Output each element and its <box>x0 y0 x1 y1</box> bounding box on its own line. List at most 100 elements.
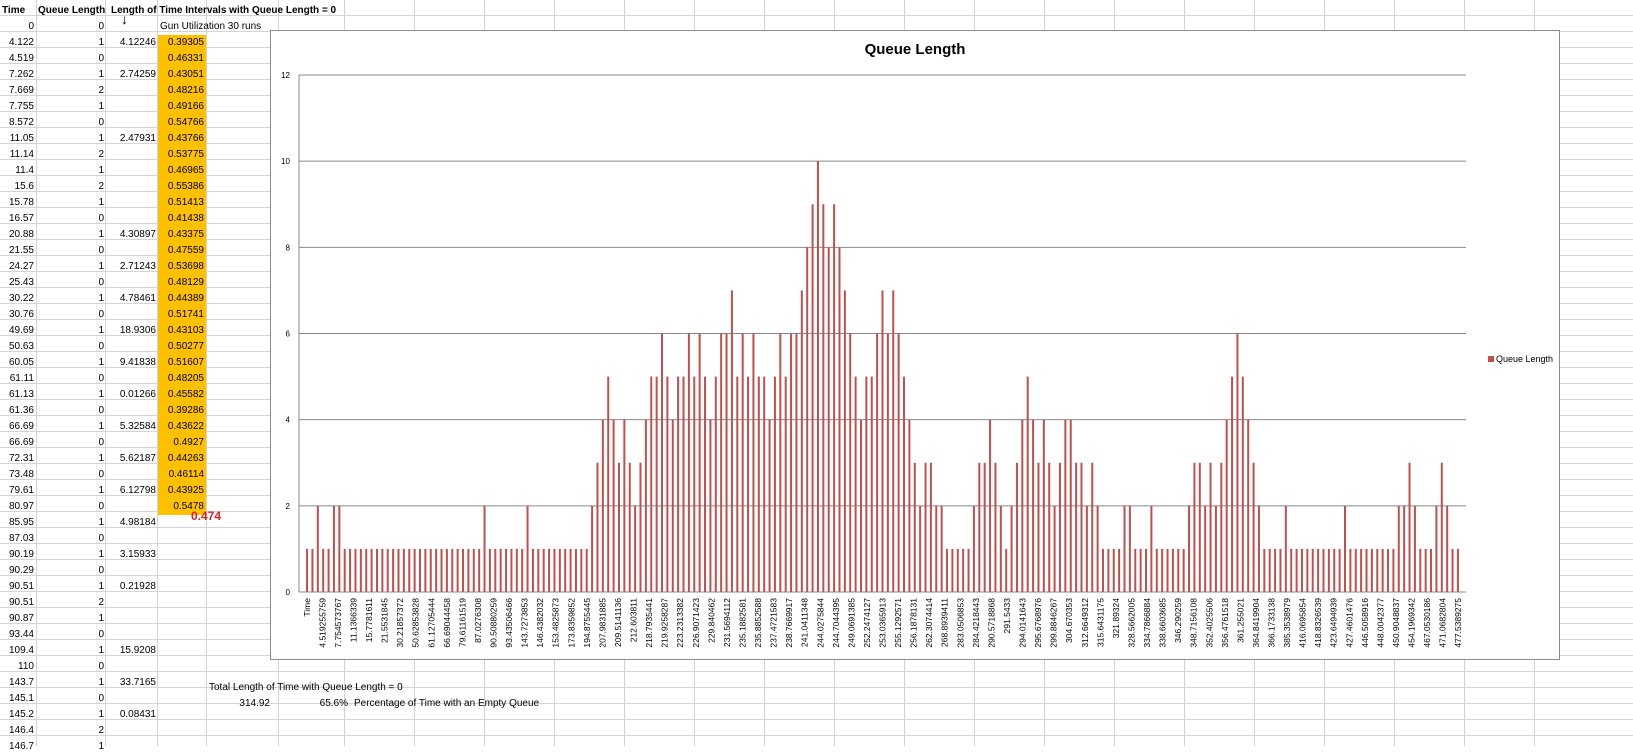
chart-bar <box>1241 376 1244 592</box>
chart-bar <box>1085 505 1088 592</box>
cell-time: 79.61 <box>8 485 34 496</box>
cell-utilization: 0.45582 <box>167 389 204 400</box>
x-tick-label: 477.5389275 <box>1453 598 1463 648</box>
x-tick-label: 328.5662005 <box>1126 598 1136 648</box>
cell-utilization: 0.4927 <box>173 437 204 448</box>
chart-bar <box>381 548 384 592</box>
x-tick-label: 283.0506853 <box>955 598 965 648</box>
chart-bar <box>1343 505 1346 592</box>
cell-interval-length <box>108 195 156 210</box>
chart-bar <box>661 333 664 592</box>
cell-time: 61.36 <box>8 405 34 416</box>
header-interval-length: Length of Time Intervals with Queue Leng… <box>111 5 337 16</box>
x-tick-label: 448.0042377 <box>1375 598 1385 648</box>
cell-interval-length <box>108 435 156 450</box>
chart-bar <box>1069 419 1072 592</box>
chart-bar <box>924 462 927 592</box>
chart-bar <box>655 376 658 592</box>
chart-bar <box>1080 462 1083 592</box>
x-tick-label: 315.6431175 <box>1095 598 1105 647</box>
utilization-highlight <box>158 307 206 323</box>
x-tick-label: 290.5718868 <box>986 598 996 648</box>
utilization-highlight <box>158 499 206 515</box>
x-tick-label: 4.519255759 <box>317 598 327 648</box>
chart-bar <box>494 548 497 592</box>
chart-bar <box>1290 548 1293 592</box>
chart-bar <box>1424 548 1427 592</box>
x-tick-label: 467.0530186 <box>1422 598 1432 648</box>
chart-bar <box>424 548 427 592</box>
chart-bar <box>784 376 787 592</box>
cell-interval-length <box>108 739 156 754</box>
cell-queue-length: 1 <box>98 325 104 336</box>
cell-utilization: 0.51413 <box>167 197 204 208</box>
x-tick-label: 143.7273853 <box>520 598 530 648</box>
chart-bar <box>1128 505 1131 592</box>
x-tick-label: 334.7866884 <box>1142 598 1152 648</box>
percent-empty-label: Percentage of Time with an Empty Queue <box>354 698 540 709</box>
chart-bar <box>1101 548 1104 592</box>
cell-time: 16.57 <box>8 213 34 224</box>
chart-bar <box>628 462 631 592</box>
cell-utilization: 0.5478 <box>173 501 204 512</box>
queue-length-chart[interactable]: Queue Length 0 2 4 6 8 10 12 Time 4.519255759 7.7… <box>270 30 1560 660</box>
average-utilization: 0.474 <box>191 509 222 523</box>
chart-bar <box>811 204 814 592</box>
cell-interval-length <box>108 339 156 354</box>
chart-bar <box>1171 548 1174 592</box>
chart-bar <box>956 548 959 592</box>
cell-interval-length <box>108 659 156 674</box>
cell-interval-length <box>108 467 156 482</box>
cell-utilization: 0.50277 <box>167 341 204 352</box>
legend-label: Queue Length <box>1495 354 1553 364</box>
chart-bar <box>526 505 529 592</box>
x-tick-label: 226.9071423 <box>691 598 701 648</box>
x-tick-label: 66.69044458 <box>442 598 452 648</box>
chart-bar <box>935 505 938 592</box>
cell-utilization: 0.43925 <box>167 485 204 496</box>
chart-bar <box>531 548 534 592</box>
cell-time: 85.95 <box>8 517 34 528</box>
chart-bar <box>741 333 744 592</box>
cell-utilization: 0.46965 <box>167 165 204 176</box>
cell-interval-length: 5.32584 <box>119 421 156 432</box>
cell-time: 49.69 <box>8 325 34 336</box>
chart-bar <box>553 548 556 592</box>
chart-bar <box>870 376 873 592</box>
cell-time: 0 <box>28 21 34 32</box>
chart-bar <box>747 376 750 592</box>
chart-bar <box>1053 505 1056 592</box>
chart-bar <box>1204 505 1207 592</box>
x-tick-label: 312.6649312 <box>1080 598 1090 648</box>
cell-queue-length: 0 <box>98 565 104 576</box>
cell-queue-length: 2 <box>98 725 104 736</box>
cell-interval-length: 4.78461 <box>119 293 156 304</box>
chart-bar <box>1349 548 1352 592</box>
chart-bar <box>1327 548 1330 592</box>
cell-time: 90.51 <box>8 597 34 608</box>
cell-queue-length: 0 <box>98 661 104 672</box>
x-tick-label: 87.0276308 <box>473 598 483 643</box>
chart-bar <box>962 548 965 592</box>
chart-bar <box>451 548 454 592</box>
cell-queue-length: 0 <box>98 245 104 256</box>
chart-bar <box>822 204 825 592</box>
cell-utilization: 0.55386 <box>167 181 204 192</box>
utilization-highlight <box>158 275 206 291</box>
x-tick-label: 237.4721583 <box>769 598 779 648</box>
chart-bar <box>1182 548 1185 592</box>
chart-bar <box>886 333 889 592</box>
cell-queue-length: 1 <box>98 741 104 752</box>
cell-time: 143.7 <box>8 677 34 688</box>
chart-bar <box>1365 548 1368 592</box>
gun-utilization-label: Gun Utilization 30 runs <box>160 21 262 32</box>
x-tick-label: 15.7781611 <box>364 598 374 643</box>
chart-bar <box>1123 505 1126 592</box>
x-tick-label: 304.670353 <box>1064 598 1074 643</box>
chart-bar <box>419 548 422 592</box>
chart-bar <box>908 419 911 592</box>
chart-bar <box>456 548 459 592</box>
chart-bar <box>617 462 620 592</box>
chart-bar <box>1306 548 1309 592</box>
chart-bar <box>903 376 906 592</box>
